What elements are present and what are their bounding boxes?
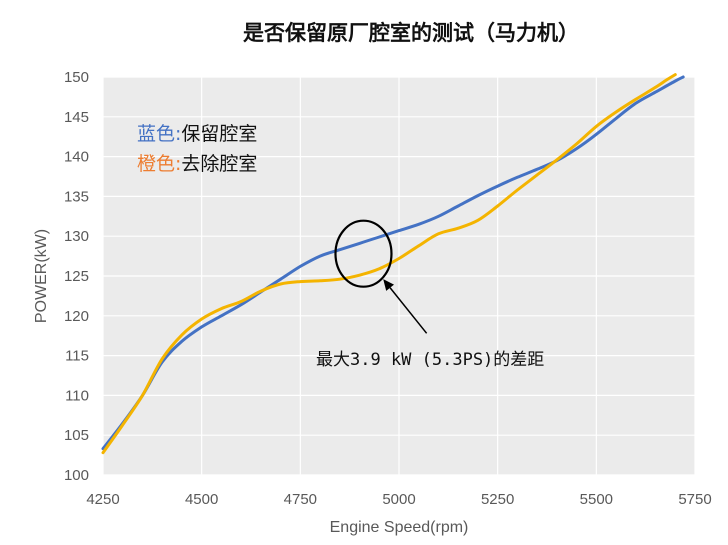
series-lines — [101, 73, 685, 455]
y-tick-label: 150 — [64, 69, 89, 86]
annotation: 最大3.9 kW (5.3PS)的差距 — [316, 219, 544, 370]
legend-remove-prefix: 橙色: — [137, 153, 181, 175]
x-tick-label: 4500 — [185, 491, 218, 508]
x-tick-label: 4750 — [284, 491, 317, 508]
series-line-remove-chamber — [101, 73, 677, 455]
y-tick-label: 115 — [65, 348, 89, 365]
chart-title: 是否保留原厂腔室的测试（马力机） — [243, 21, 579, 45]
x-tick-label: 4250 — [86, 491, 119, 508]
legend-remove-text: 去除腔室 — [181, 153, 257, 175]
legend-keep-text: 保留腔室 — [181, 123, 257, 145]
x-tick-label: 5000 — [382, 491, 415, 508]
y-axis-label: POWER(kW) — [33, 229, 50, 323]
x-axis-label: Engine Speed(rpm) — [330, 519, 469, 536]
y-tick-labels: 100 105 110 115 120 125 130 135 140 145 150 — [64, 69, 89, 484]
x-tick-label: 5500 — [580, 491, 613, 508]
y-tick-label: 140 — [64, 149, 89, 166]
annotation-text: 最大3.9 kW (5.3PS)的差距 — [316, 350, 544, 370]
annotation-arrowhead — [383, 279, 394, 291]
difference-highlight-ellipse — [334, 219, 393, 288]
y-tick-label: 105 — [64, 427, 89, 444]
y-tick-label: 135 — [64, 188, 89, 205]
legend-keep-prefix: 蓝色: — [137, 123, 181, 145]
series-line-keep-chamber — [101, 75, 685, 451]
y-tick-label: 100 — [64, 467, 89, 484]
x-tick-label: 5250 — [481, 491, 514, 508]
x-tick-label: 5750 — [678, 491, 711, 508]
legend: 蓝色:保留腔室 橙色:去除腔室 — [137, 123, 257, 175]
y-tick-label: 145 — [64, 109, 89, 126]
grid-lines — [102, 76, 696, 476]
x-tick-labels: 4250 4500 4750 5000 5250 5500 5750 — [86, 491, 711, 508]
y-tick-label: 125 — [64, 268, 89, 285]
legend-entry-keep: 蓝色:保留腔室 — [137, 123, 257, 145]
y-tick-label: 130 — [64, 228, 89, 245]
annotation-arrow — [389, 287, 428, 334]
y-tick-label: 110 — [65, 387, 89, 404]
y-tick-label: 120 — [64, 308, 89, 325]
legend-entry-remove: 橙色:去除腔室 — [137, 153, 257, 175]
